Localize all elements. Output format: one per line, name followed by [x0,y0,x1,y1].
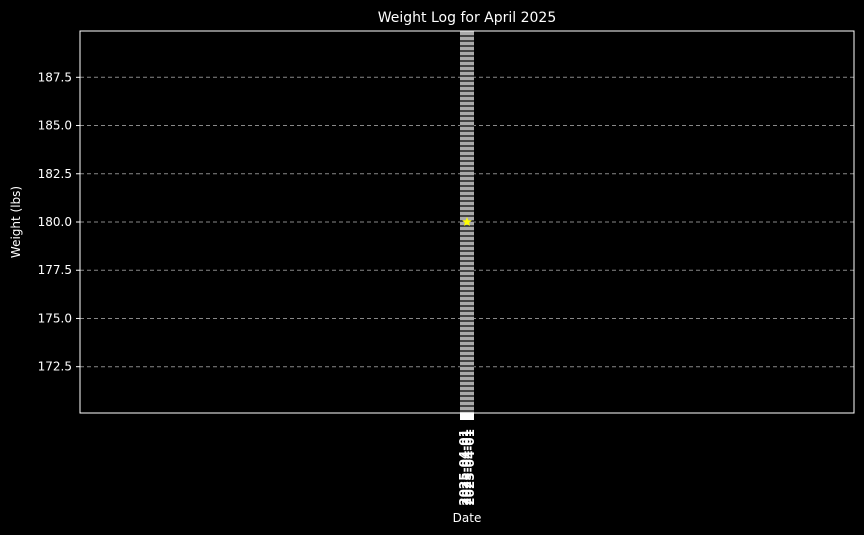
data-point-star [462,217,472,227]
y-tick-label: 187.5 [38,70,72,84]
y-tick-label: 185.0 [38,119,72,133]
y-tick-label: 182.5 [38,167,72,181]
y-tick-label: 177.5 [38,263,72,277]
y-axis-label: Weight (lbs) [9,186,23,258]
y-axis-ticks: 172.5 175.0 177.5 180.0 182.5 185.0 187.5 [38,70,80,374]
x-tick-mark-cluster [460,413,474,420]
y-tick-label: 172.5 [38,360,72,374]
data-points [462,217,472,227]
y-tick-label: 180.0 [38,215,72,229]
chart-title: Weight Log for April 2025 [378,10,556,26]
x-tick-label: 2025-04-01 [457,429,471,506]
x-axis-label: Date [453,511,482,525]
x-tick-label: 2025-04-01 [463,429,477,506]
x-tick-label: 2025-04-01 [460,429,474,506]
y-tick-label: 175.0 [38,311,72,325]
